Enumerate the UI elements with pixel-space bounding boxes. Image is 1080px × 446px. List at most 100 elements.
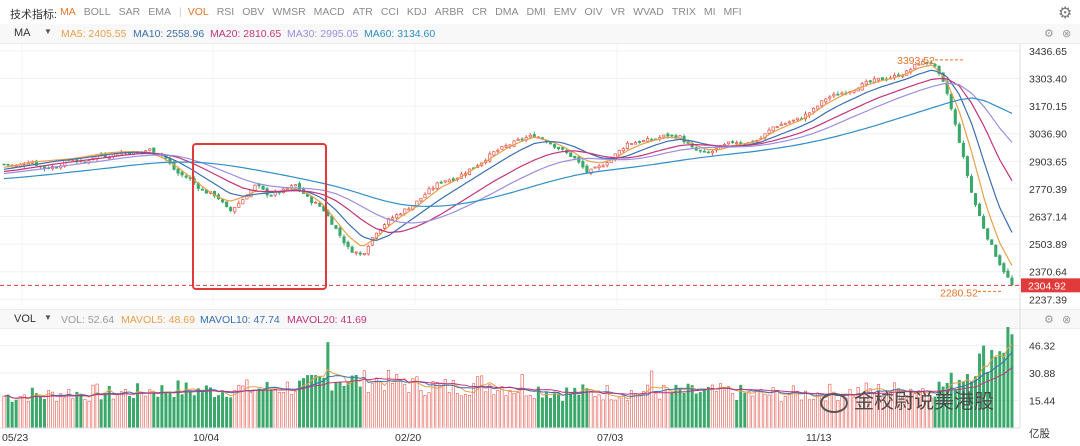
watermark-text: 金校尉说美港股 [854,391,994,413]
tab-rsi[interactable]: RSI [216,6,235,18]
tab-ma[interactable]: MA [60,6,76,18]
candle-body [346,241,350,247]
volume-bar [383,390,387,429]
volume-bar [439,383,443,429]
tab-atr[interactable]: ATR [352,6,373,18]
volume-bar [318,376,322,429]
candle-body [625,142,629,149]
candle-body [245,195,249,200]
ma-selector[interactable]: MA [14,27,31,39]
volume-bar [779,401,783,429]
candle-body [391,217,395,220]
tab-cr[interactable]: CR [471,6,488,18]
volume-bar [528,395,532,429]
volume-bar [698,392,702,429]
tab-obv[interactable]: OBV [242,6,265,18]
chevron-down-icon[interactable]: ▼ [44,313,52,322]
volume-bar [107,385,111,429]
candle-body [836,93,840,96]
volume-bar [269,389,273,429]
ma-legend-0: MA5: 2405.55 [61,28,127,40]
tab-cci[interactable]: CCI [380,6,399,18]
candle-body [621,148,625,152]
candle-body [998,255,1002,266]
tab-dmi[interactable]: DMI [526,6,546,18]
tab-vol[interactable]: VOL [187,6,209,18]
volume-bar [747,391,751,429]
volume-bar [484,391,488,429]
vol-y-tick-label: 30.88 [1029,368,1055,380]
tab-emv[interactable]: EMV [553,6,577,18]
ma-legend-2: MA20: 2810.65 [210,28,282,40]
volume-bar [140,392,144,429]
volume-bar [79,393,83,429]
volume-bar [650,370,654,429]
tab-dma[interactable]: DMA [495,6,519,18]
candle-body [184,175,188,178]
gear-icon[interactable]: ⚙ [1044,314,1054,326]
volume-bar [176,380,180,429]
y-tick-label: 3170.15 [1029,101,1067,113]
volume-bar [561,400,565,429]
tab-arbr[interactable]: ARBR [434,6,464,18]
volume-bar [638,394,642,429]
tab-trix[interactable]: TRIX [671,6,696,18]
tab-macd[interactable]: MACD [313,6,345,18]
candle-body [791,119,795,122]
volume-bar [111,398,115,429]
candle-body [978,203,982,217]
volume-bar [771,387,775,429]
candle-body [731,141,735,144]
tab-boll[interactable]: BOLL [83,6,111,18]
volume-bar [767,394,771,429]
volume-bar [512,392,516,429]
settings-gear-icon[interactable]: ⚙ [1058,5,1073,22]
tab-wvad[interactable]: WVAD [633,6,664,18]
volume-bar [391,382,395,429]
indicator-toolbar: 技术指标: MA BOLL SAR EMA | VOL RSI OBV WMSR MACD ATR C… [0,0,1080,25]
candle-body [666,133,670,137]
tab-mfi[interactable]: MFI [723,6,742,18]
tab-sar[interactable]: SAR [118,6,141,18]
candle-body [868,80,872,83]
volume-bar [253,389,257,429]
volume-bar [241,385,245,429]
tab-wmsr[interactable]: WMSR [272,6,306,18]
volume-bar [775,390,779,429]
candle-body [727,141,731,145]
candle-body [994,244,998,257]
volume-bar [212,397,216,429]
volume-bar [662,384,666,429]
volume-bar [338,381,342,429]
volume-bar [654,393,658,429]
close-icon[interactable]: ⊗ [1062,314,1072,326]
tab-vr[interactable]: VR [610,6,626,18]
candle-body [646,138,650,142]
candle-body [2,163,6,166]
candle-body [917,63,921,66]
candle-body [350,246,354,253]
candle-body [1006,270,1010,278]
volume-bar [374,377,378,429]
candle-body [706,151,710,154]
volume-bar [221,390,225,429]
tab-oiv[interactable]: OIV [584,6,603,18]
close-icon[interactable]: ⊗ [1062,28,1072,40]
tab-mi[interactable]: MI [703,6,716,18]
tab-ema[interactable]: EMA [148,6,171,18]
volume-bar [192,395,196,429]
volume-bar [516,392,520,429]
volume-bar [273,388,277,429]
volume-bar [702,388,706,429]
tab-kdj[interactable]: KDJ [406,6,427,18]
candle-body [399,213,403,216]
candle-body [957,124,961,143]
gear-icon[interactable]: ⚙ [1044,28,1054,40]
y-tick-label: 3036.90 [1029,129,1067,141]
vol-selector[interactable]: VOL [14,313,37,325]
chevron-down-icon[interactable]: ▼ [44,27,52,36]
volume-bar [289,394,293,429]
volume-bar [395,374,399,429]
volume-bar [694,393,698,429]
